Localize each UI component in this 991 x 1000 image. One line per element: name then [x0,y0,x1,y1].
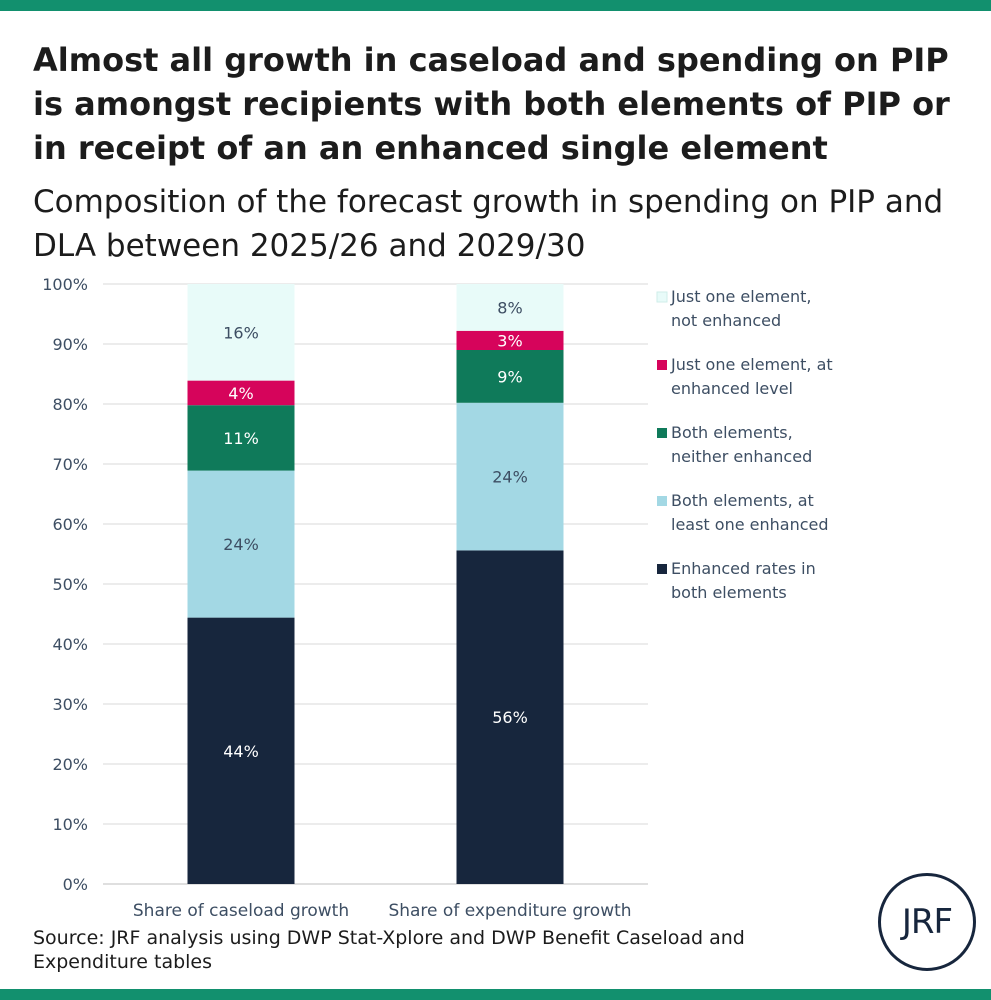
y-tick-label: 100% [42,275,88,294]
data-label: 16% [223,323,259,342]
bar-segment [187,617,295,884]
legend-swatch [657,496,667,506]
data-label: 56% [492,708,528,727]
data-label: 24% [492,468,528,487]
gridlines [103,283,648,885]
bar-segment [187,405,295,471]
y-axis-ticks: 0% 10% 20% 30% 40% 50% 60% 70% 80% 90% 100% [42,275,88,894]
legend-label: both elements [671,583,787,602]
bar-segment [456,330,564,350]
legend-label: Both elements, at [671,491,814,510]
bar-segment [456,284,564,331]
legend-label: least one enhanced [671,515,829,534]
top-accent-bar [0,0,991,11]
y-tick-label: 70% [52,455,88,474]
legend-swatch [657,360,667,370]
data-label: 9% [497,367,522,386]
y-tick-label: 60% [52,515,88,534]
x-axis-labels: Share of caseload growth Share of expendi… [133,901,632,921]
chart-subtitle: Composition of the forecast growth in sp… [33,184,944,264]
data-label: 8% [497,298,522,317]
legend: Just one element, not enhanced Just one el… [656,287,833,602]
bar-segment [456,550,564,884]
y-tick-label: 80% [52,395,88,414]
y-tick-label: 0% [63,875,88,894]
x-axis-label: Share of expenditure growth [388,901,631,921]
data-label: 11% [223,429,259,448]
y-tick-label: 20% [52,755,88,774]
legend-swatch [657,428,667,438]
source-note: Source: JRF analysis using DWP Stat-Xplo… [33,927,745,973]
bars: 44% 24% 11% 4% 16% 56% 24% 9% 3% 8% [187,284,564,884]
legend-label: Just one element, at [670,355,833,374]
legend-label: not enhanced [671,311,781,330]
y-tick-label: 30% [52,695,88,714]
legend-label: enhanced level [671,379,793,398]
bottom-accent-bar [0,989,991,1000]
bar-segment [456,402,564,551]
legend-label: Enhanced rates in [671,559,816,578]
bar-segment [187,380,295,406]
legend-swatch [656,291,668,303]
legend-label: Both elements, [671,423,793,442]
bar-segment [456,350,564,403]
legend-label: neither enhanced [671,447,812,466]
y-tick-label: 50% [52,575,88,594]
data-label: 44% [223,742,259,761]
data-label: 3% [497,331,522,350]
y-tick-label: 90% [52,335,88,354]
legend-swatch [657,564,667,574]
y-tick-label: 40% [52,635,88,654]
data-label: 24% [223,535,259,554]
bar-segment [187,470,295,618]
data-label: 4% [228,384,253,403]
x-axis-label: Share of caseload growth [133,901,349,921]
legend-label: Just one element, [670,287,811,306]
bar-segment [187,284,295,381]
chart-title: Almost all growth in caseload and spendi… [33,41,950,167]
y-tick-label: 10% [52,815,88,834]
stacked-bar-chart: 0% 10% 20% 30% 40% 50% 60% 70% 80% 90% 100% 44% 24%… [42,275,833,921]
jrf-logo: JRF [878,873,976,971]
